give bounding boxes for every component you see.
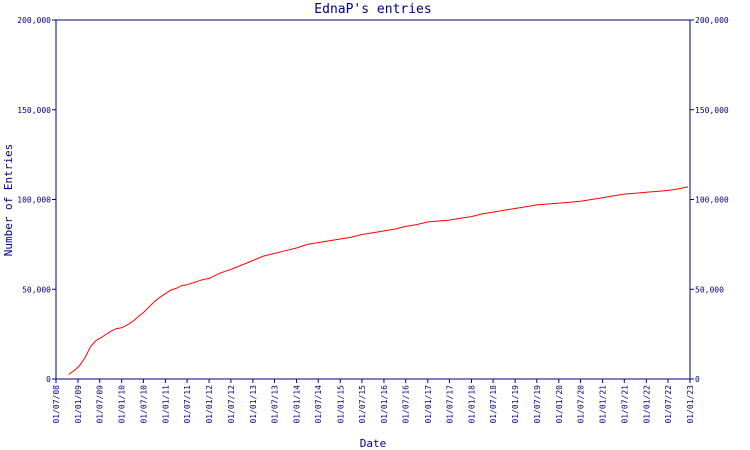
x-tick-label: 01/07/10 — [139, 385, 148, 424]
x-tick-label: 01/01/19 — [511, 385, 520, 424]
x-tick-label: 01/07/20 — [577, 385, 586, 424]
x-tick-label: 01/01/15 — [336, 385, 345, 424]
x-tick-label: 01/01/18 — [467, 385, 476, 424]
x-tick-label: 01/01/17 — [424, 385, 433, 424]
plot-lines — [68, 186, 689, 375]
y-tick-label: 0 — [46, 375, 51, 384]
x-tick-label: 01/07/14 — [314, 385, 323, 424]
y-tick-label: 100,000 — [17, 196, 51, 205]
x-tick-label: 01/07/17 — [445, 385, 454, 424]
x-tick-label: 01/07/13 — [271, 385, 280, 424]
x-tick-label: 01/01/11 — [161, 385, 170, 424]
y-tick-label: 150,000 — [17, 106, 51, 115]
y-tick-label-right: 100,000 — [695, 196, 729, 205]
x-tick-label: 01/01/10 — [118, 385, 127, 424]
series-line — [68, 186, 689, 375]
x-tick-label: 01/07/12 — [227, 385, 236, 424]
y-tick-label-right: 0 — [695, 375, 700, 384]
x-tick-label: 01/01/09 — [74, 385, 83, 424]
x-tick-label: 01/01/20 — [555, 385, 564, 424]
x-tick-label: 01/07/19 — [533, 385, 542, 424]
y-tick-label: 200,000 — [17, 16, 51, 25]
x-tick-label: 01/01/14 — [293, 385, 302, 424]
x-tick-label: 01/07/16 — [402, 385, 411, 424]
x-tick-label: 01/07/22 — [664, 385, 673, 424]
y-tick-label-right: 200,000 — [695, 16, 729, 25]
x-tick-label: 01/01/22 — [642, 385, 651, 424]
x-tick-label: 01/07/11 — [183, 385, 192, 424]
x-tick-label: 01/01/13 — [249, 385, 258, 424]
plot-frame — [55, 19, 691, 380]
x-tick-label: 01/07/21 — [620, 385, 629, 424]
x-tick-label: 01/01/16 — [380, 385, 389, 424]
chart-title: EdnaP's entries — [314, 2, 431, 17]
x-axis: 01/07/08 01/01/09 01/07/09 01/01/10 01/07/10… — [52, 379, 695, 424]
x-tick-label: 01/01/23 — [686, 385, 695, 424]
x-tick-label: 01/07/09 — [96, 385, 105, 424]
x-tick-label: 01/07/15 — [358, 385, 367, 424]
y-axis-label: Number of Entries — [2, 144, 15, 257]
y-axis: 0 0 50,000 50,000 100,000 100,000 150,000 150,0… — [17, 16, 729, 384]
x-tick-label: 01/07/18 — [489, 385, 498, 424]
y-tick-label-right: 50,000 — [695, 285, 724, 294]
x-tick-label: 01/01/21 — [599, 385, 608, 424]
x-axis-label: Date — [360, 437, 387, 450]
x-tick-label: 01/01/12 — [205, 385, 214, 424]
y-tick-label-right: 150,000 — [695, 106, 729, 115]
y-tick-label: 50,000 — [22, 285, 51, 294]
x-tick-label: 01/07/08 — [52, 385, 61, 424]
